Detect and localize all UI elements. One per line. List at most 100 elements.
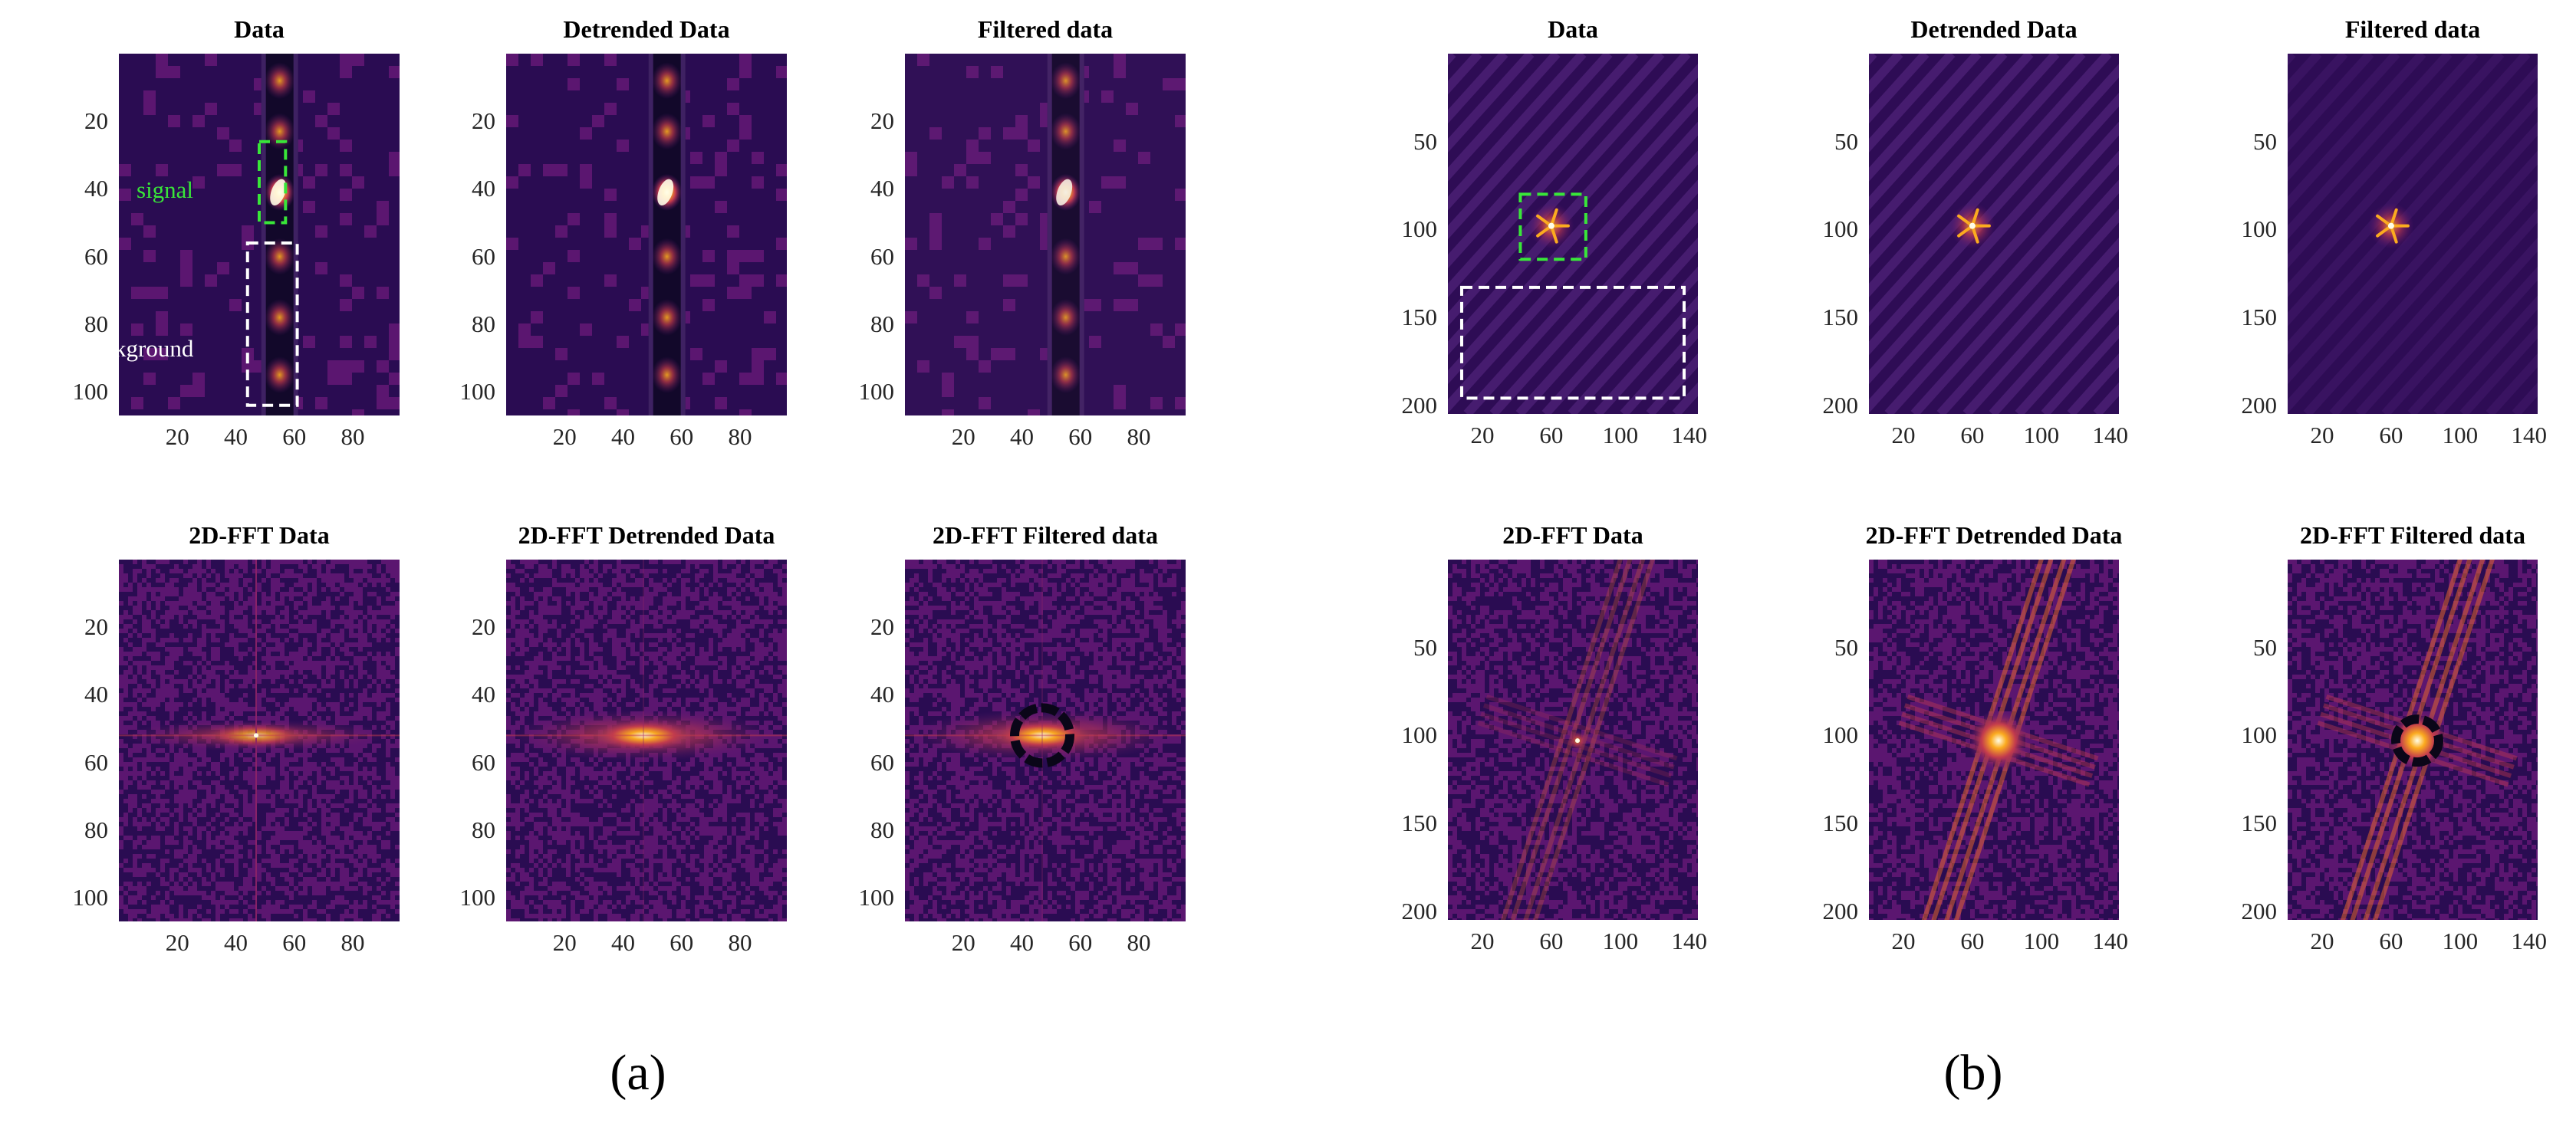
x-tick-label: 20 [553, 423, 577, 451]
signal-blob [651, 356, 683, 394]
background-roi-box [1459, 285, 1686, 400]
dc-peak [254, 733, 258, 738]
heatmap-area [2288, 54, 2538, 414]
star-core [1969, 222, 1976, 229]
heatmap-svg [905, 560, 1186, 921]
x-tick-label: 100 [2443, 928, 2479, 955]
panel-title: 2D-FFT Detrended Data [1866, 521, 2123, 550]
star-core [2387, 222, 2394, 229]
x-tick-label: 20 [952, 929, 975, 957]
y-tick-label: 200 [1402, 898, 1438, 925]
heatmap-svg [506, 54, 787, 415]
signal-blob [651, 299, 683, 337]
figure-label-a: (a) [610, 1044, 666, 1102]
heatmap-area [506, 560, 787, 921]
x-tick-label: 140 [2093, 928, 2129, 955]
heatmap-svg [1448, 54, 1698, 414]
y-tick-label: 200 [1402, 392, 1438, 419]
background-label: background [81, 335, 193, 363]
spectrum-noise [119, 560, 400, 921]
heatmap-svg [2288, 54, 2538, 414]
x-tick-label: 80 [341, 423, 365, 451]
y-tick-label: 50 [1834, 634, 1858, 662]
x-tick-label: 60 [2379, 422, 2403, 449]
x-tick-label: 60 [282, 423, 306, 451]
x-tick-label: 20 [2310, 422, 2334, 449]
y-tick-label: 100 [73, 884, 109, 911]
x-tick-label: 100 [2024, 928, 2060, 955]
y-tick-label: 50 [2253, 634, 2277, 662]
y-tick-label: 80 [870, 310, 894, 338]
y-tick-label: 50 [1834, 128, 1858, 156]
x-tick-label: 60 [669, 929, 693, 957]
heatmap-area [119, 54, 400, 415]
heatmap-svg [119, 54, 400, 415]
y-tick-label: 20 [870, 613, 894, 641]
x-tick-label: 80 [1127, 423, 1151, 451]
dc-peak [1575, 738, 1580, 744]
heatmap-area [1448, 54, 1698, 414]
y-tick-label: 100 [73, 378, 109, 406]
heatmap-area [1448, 560, 1698, 920]
y-tick-label: 60 [870, 243, 894, 271]
panel-title: 2D-FFT Filtered data [2300, 521, 2525, 550]
y-tick-label: 100 [2242, 215, 2278, 243]
heatmap-area [506, 54, 787, 415]
y-tick-label: 80 [472, 310, 495, 338]
spectrum-noise [2288, 560, 2538, 920]
heatmap-svg [506, 560, 787, 921]
signal-blob [1050, 299, 1081, 337]
y-tick-label: 20 [84, 613, 108, 641]
signal-peak [1056, 179, 1073, 206]
y-tick-label: 60 [870, 749, 894, 777]
spectrum-noise [905, 560, 1186, 921]
x-tick-label: 60 [1960, 928, 1984, 955]
y-tick-label: 150 [1823, 810, 1859, 837]
panel-title: 2D-FFT Filtered data [933, 521, 1158, 550]
y-tick-label: 60 [472, 749, 495, 777]
y-tick-label: 20 [84, 107, 108, 135]
channel-edge [1047, 54, 1052, 415]
heatmap-svg [119, 560, 400, 921]
channel-edge [261, 54, 266, 415]
signal-blob [264, 299, 295, 337]
y-tick-label: 100 [859, 884, 895, 911]
y-tick-label: 100 [2242, 721, 2278, 749]
panel-title: Filtered data [2345, 15, 2480, 44]
y-tick-label: 150 [2242, 810, 2278, 837]
x-tick-label: 60 [1068, 423, 1092, 451]
x-tick-label: 20 [1470, 422, 1494, 449]
channel-edge [680, 54, 686, 415]
panel-title: Detrended Data [1910, 15, 2077, 44]
x-tick-label: 40 [1010, 423, 1034, 451]
x-tick-label: 140 [2512, 422, 2548, 449]
y-tick-label: 50 [1413, 634, 1437, 662]
y-tick-label: 100 [1402, 215, 1438, 243]
signal-blob [651, 238, 683, 275]
signal-blob [651, 62, 683, 100]
y-tick-label: 100 [1402, 721, 1438, 749]
panel-title: Data [234, 15, 285, 44]
y-tick-label: 80 [870, 816, 894, 844]
signal-blob [1050, 113, 1081, 150]
heatmap-svg [2288, 560, 2538, 920]
heatmap-area [905, 560, 1186, 921]
fringe-pattern [1448, 54, 1698, 414]
x-tick-label: 20 [166, 929, 189, 957]
filter-ring [2391, 714, 2443, 767]
y-tick-label: 100 [1823, 215, 1859, 243]
y-tick-label: 200 [2242, 898, 2278, 925]
background-roi-box [245, 241, 299, 407]
x-tick-label: 60 [282, 929, 306, 957]
figure-label-b: (b) [1944, 1044, 2003, 1102]
x-tick-label: 100 [1603, 928, 1639, 955]
y-tick-label: 40 [870, 175, 894, 202]
star-core [1548, 222, 1554, 229]
signal-blob [264, 113, 295, 150]
x-tick-label: 100 [1603, 422, 1639, 449]
y-tick-label: 20 [472, 613, 495, 641]
y-tick-label: 200 [2242, 392, 2278, 419]
y-tick-label: 200 [1823, 898, 1859, 925]
y-tick-label: 80 [472, 816, 495, 844]
y-tick-label: 100 [460, 884, 496, 911]
